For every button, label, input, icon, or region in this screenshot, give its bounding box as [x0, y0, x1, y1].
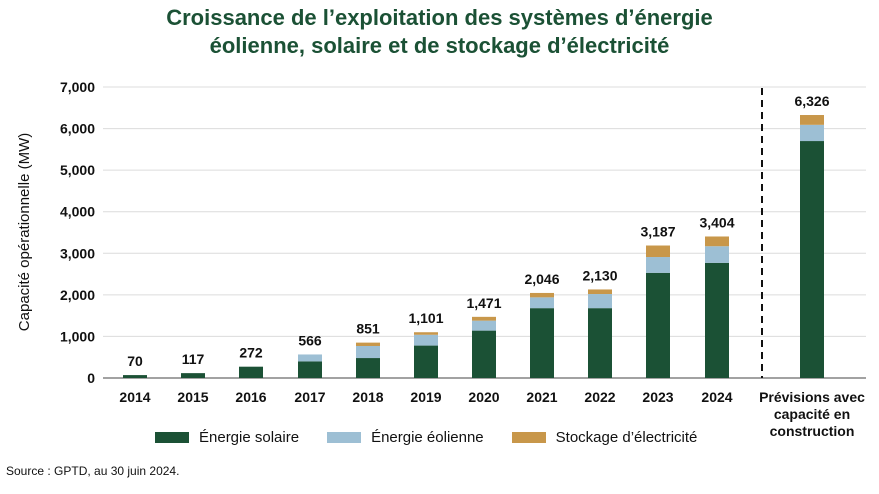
x-tick-label: 2017: [294, 389, 325, 405]
x-tick-label: 2023: [642, 389, 673, 405]
bar-segment-solar: [123, 375, 147, 378]
bar-segment-storage: [530, 292, 554, 298]
bar-segment-wind: [530, 297, 554, 309]
y-tick-label: 7,000: [60, 79, 95, 95]
bar-segment-wind: [646, 257, 670, 273]
legend-swatch-wind: [327, 432, 362, 443]
legend-swatch-storage: [511, 432, 546, 443]
bar-segment-solar: [414, 345, 438, 378]
bar-segment-storage: [356, 342, 380, 346]
bar-segment-storage: [800, 115, 824, 125]
total-label: 2,130: [582, 267, 617, 283]
bar-segment-solar: [239, 366, 263, 378]
legend-item-solar: Énergie solaire: [155, 429, 299, 446]
total-label: 2,046: [524, 271, 559, 287]
y-axis-label: Capacité opérationnelle (MW): [16, 133, 33, 331]
x-tick-label-forecast: capacité en: [774, 406, 850, 422]
total-label: 70: [127, 353, 143, 369]
y-tick-label: 3,000: [60, 245, 95, 261]
bar-segment-wind: [298, 354, 322, 362]
x-tick-label: 2019: [410, 389, 441, 405]
y-tick-label: 6,000: [60, 121, 95, 137]
bar-segment-storage: [588, 289, 612, 295]
legend-label-wind: Énergie éolienne: [371, 429, 484, 446]
x-tick-label: 2020: [468, 389, 499, 405]
bar-segment-wind: [472, 320, 496, 331]
y-tick-label: 2,000: [60, 287, 95, 303]
bar-segment-storage: [705, 236, 729, 247]
total-label: 1,101: [408, 310, 443, 326]
bar-segment-storage: [472, 316, 496, 321]
x-tick-label: 2018: [352, 389, 383, 405]
total-label: 566: [298, 332, 322, 348]
total-label: 272: [239, 345, 263, 361]
bar-segment-solar: [588, 308, 612, 378]
x-tick-label-forecast: Prévisions avec: [759, 389, 865, 405]
chart-title: Croissance de l’exploitation des système…: [0, 4, 879, 60]
chart-title-line-2: éolienne, solaire et de stockage d’élect…: [209, 33, 670, 58]
source-note: Source : GPTD, au 30 juin 2024.: [6, 464, 180, 478]
bar-segment-wind: [356, 345, 380, 359]
bar-segment-solar: [181, 373, 205, 378]
x-tick-label: 2021: [526, 389, 557, 405]
x-tick-label: 2016: [235, 389, 266, 405]
total-label: 3,187: [640, 224, 675, 240]
bar-segment-solar: [356, 358, 380, 378]
bar-segment-solar: [646, 272, 670, 378]
total-label: 1,471: [466, 295, 501, 311]
bar-segment-wind: [588, 294, 612, 309]
bar-segment-storage: [414, 332, 438, 335]
y-tick-label: 1,000: [60, 328, 95, 344]
legend-label-storage: Stockage d’électricité: [555, 429, 698, 446]
total-label: 3,404: [699, 214, 734, 230]
x-tick-label: 2015: [177, 389, 208, 405]
x-tick-label: 2024: [701, 389, 732, 405]
bar-segment-solar: [800, 141, 824, 378]
x-tick-label-forecast: construction: [770, 423, 855, 439]
y-tick-label: 0: [87, 370, 95, 386]
total-label: 851: [356, 321, 380, 337]
total-label: 6,326: [794, 93, 829, 109]
bar-segment-solar: [298, 361, 322, 378]
y-tick-label: 5,000: [60, 162, 95, 178]
legend-label-solar: Énergie solaire: [199, 429, 300, 446]
legend-item-storage: Stockage d’électricité: [511, 429, 698, 446]
chart-title-line-1: Croissance de l’exploitation des système…: [166, 5, 713, 30]
bar-segment-solar: [705, 262, 729, 378]
x-tick-label: 2022: [584, 389, 615, 405]
legend-swatch-solar: [155, 432, 189, 443]
bar-segment-wind: [705, 246, 729, 263]
bar-segment-wind: [414, 334, 438, 346]
bar-segment-storage: [646, 245, 670, 258]
bar-segment-solar: [472, 330, 496, 378]
chart-legend: Énergie solaire Énergie éolienne Stockag…: [155, 429, 697, 446]
x-tick-label: 2014: [119, 389, 150, 405]
total-label: 117: [182, 351, 205, 367]
y-tick-label: 4,000: [60, 204, 95, 220]
legend-item-wind: Énergie éolienne: [327, 429, 484, 446]
bar-segment-solar: [530, 308, 554, 378]
bar-segment-wind: [800, 124, 824, 142]
